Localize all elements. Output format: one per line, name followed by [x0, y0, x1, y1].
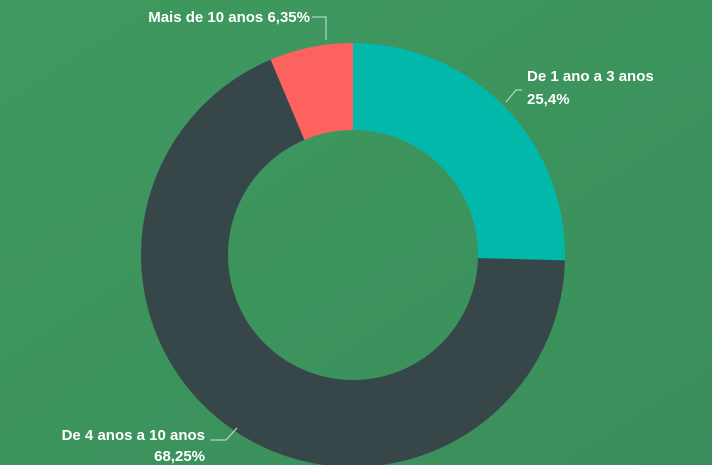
value-label: 25,4%	[527, 91, 570, 108]
slices	[141, 43, 565, 465]
category-label: Mais de 10 anos	[148, 9, 263, 26]
value-label: 68,25%	[154, 448, 205, 465]
donut-slice	[353, 43, 565, 261]
donut-slice	[270, 43, 353, 140]
donut-slice	[141, 59, 565, 465]
category-label: De 1 ano a 3 anos	[527, 68, 654, 85]
leader-line	[505, 89, 522, 103]
data-label: Mais de 10 anos 6,35%	[148, 9, 310, 26]
category-label: De 4 anos a 10 anos	[62, 427, 205, 444]
value-label: 6,35%	[267, 9, 310, 26]
leader-line	[312, 16, 327, 40]
leader-line	[210, 427, 238, 441]
